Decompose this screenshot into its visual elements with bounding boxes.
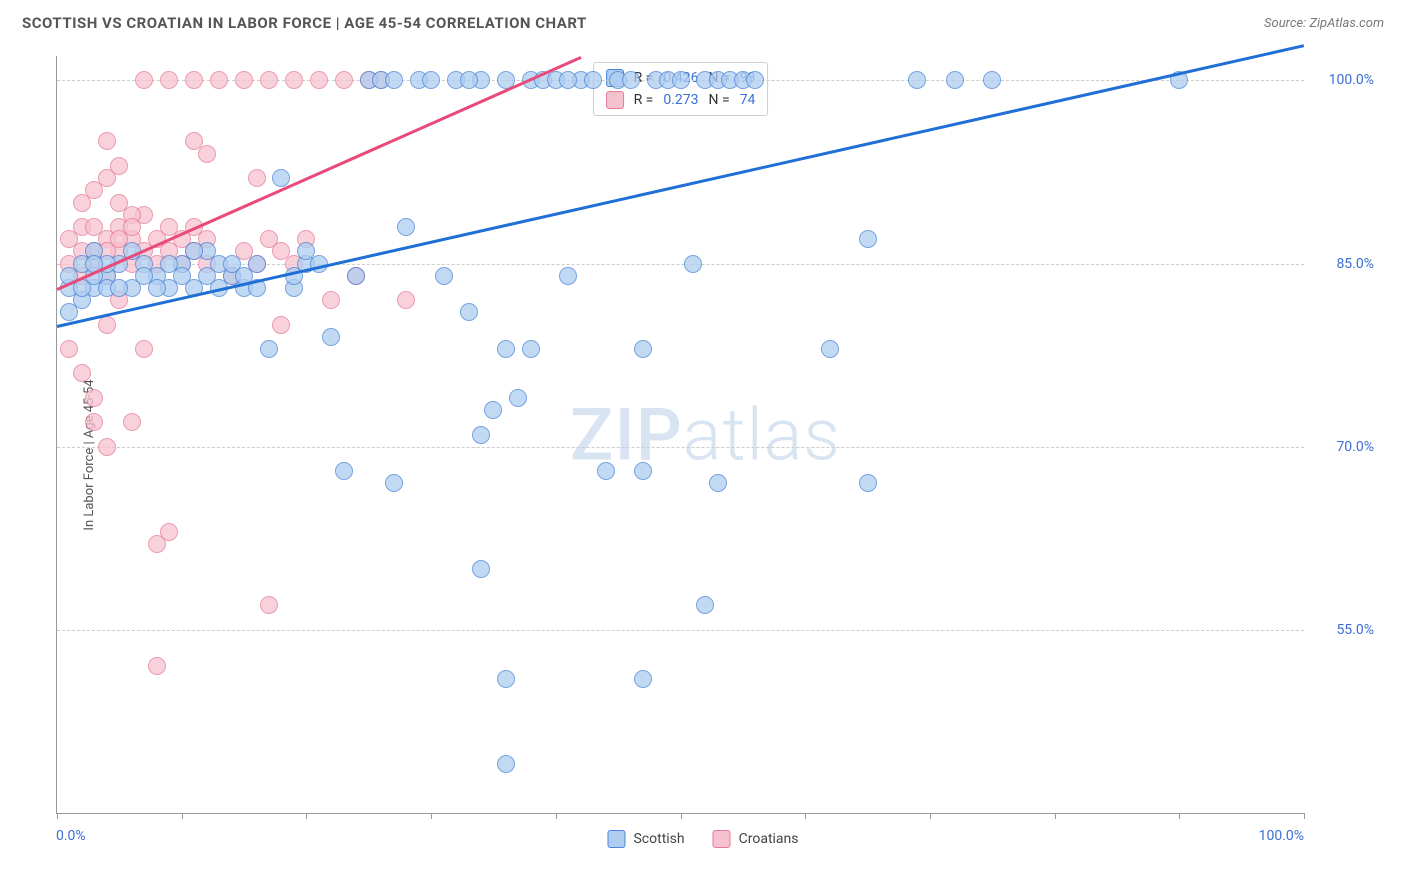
source-attribution: Source: ZipAtlas.com	[1264, 16, 1384, 31]
x-tick	[1179, 813, 1180, 819]
data-point-scottish	[983, 71, 1001, 89]
data-point-croatians	[85, 389, 103, 407]
x-tick	[306, 813, 307, 819]
data-point-scottish	[335, 462, 353, 480]
data-point-croatians	[135, 340, 153, 358]
swatch-croatians	[606, 91, 624, 109]
gridline	[57, 264, 1304, 265]
x-tick	[1304, 813, 1305, 819]
x-tick	[431, 813, 432, 819]
data-point-croatians	[73, 364, 91, 382]
data-point-croatians	[98, 438, 116, 456]
data-point-scottish	[634, 462, 652, 480]
x-tick	[182, 813, 183, 819]
x-axis-min-label: 0.0%	[56, 828, 86, 844]
y-tick-label: 70.0%	[1336, 439, 1374, 455]
data-point-scottish	[497, 340, 515, 358]
data-point-croatians	[322, 291, 340, 309]
data-point-scottish	[472, 560, 490, 578]
data-point-scottish	[859, 230, 877, 248]
data-point-croatians	[285, 71, 303, 89]
data-point-croatians	[60, 340, 78, 358]
data-point-croatians	[148, 657, 166, 675]
data-point-scottish	[460, 71, 478, 89]
gridline	[57, 447, 1304, 448]
data-point-scottish	[696, 596, 714, 614]
data-point-croatians	[185, 71, 203, 89]
legend-row-croatians: R = 0.273 N = 74	[594, 89, 768, 111]
data-point-scottish	[821, 340, 839, 358]
data-point-scottish	[422, 71, 440, 89]
chart-container: In Labor Force | Age 45-54 ZIPatlas R = …	[22, 48, 1384, 862]
data-point-scottish	[859, 474, 877, 492]
data-point-croatians	[123, 218, 141, 236]
y-tick-label: 85.0%	[1336, 256, 1374, 272]
swatch-scottish	[607, 830, 625, 848]
swatch-croatians	[713, 830, 731, 848]
data-point-croatians	[260, 71, 278, 89]
data-point-scottish	[597, 462, 615, 480]
plot-area: ZIPatlas R = 0.426 N = 98 R = 0.273 N = …	[56, 56, 1304, 814]
data-point-croatians	[110, 157, 128, 175]
y-tick-label: 100.0%	[1329, 72, 1374, 88]
x-tick	[930, 813, 931, 819]
x-tick	[556, 813, 557, 819]
data-point-scottish	[672, 71, 690, 89]
data-point-croatians	[310, 71, 328, 89]
gridline	[57, 630, 1304, 631]
data-point-croatians	[198, 145, 216, 163]
data-point-scottish	[522, 340, 540, 358]
data-point-croatians	[272, 316, 290, 334]
data-point-scottish	[385, 474, 403, 492]
data-point-scottish	[634, 670, 652, 688]
data-point-croatians	[235, 71, 253, 89]
legend-item-croatians: Croatians	[713, 830, 799, 848]
data-point-croatians	[135, 71, 153, 89]
data-point-scottish	[497, 670, 515, 688]
data-point-scottish	[622, 71, 640, 89]
data-point-scottish	[173, 267, 191, 285]
data-point-scottish	[684, 255, 702, 273]
y-tick-label: 55.0%	[1336, 622, 1374, 638]
x-tick	[681, 813, 682, 819]
data-point-scottish	[559, 267, 577, 285]
data-point-scottish	[709, 474, 727, 492]
chart-title: SCOTTISH VS CROATIAN IN LABOR FORCE | AG…	[22, 14, 587, 32]
data-point-croatians	[123, 413, 141, 431]
data-point-scottish	[385, 71, 403, 89]
data-point-croatians	[260, 596, 278, 614]
data-point-scottish	[260, 340, 278, 358]
data-point-scottish	[322, 328, 340, 346]
data-point-scottish	[148, 279, 166, 297]
data-point-croatians	[148, 535, 166, 553]
data-point-scottish	[435, 267, 453, 285]
x-tick	[1055, 813, 1056, 819]
data-point-croatians	[160, 71, 178, 89]
data-point-croatians	[248, 169, 266, 187]
data-point-scottish	[634, 340, 652, 358]
series-legend: Scottish Croatians	[607, 830, 798, 848]
data-point-scottish	[509, 389, 527, 407]
data-point-scottish	[397, 218, 415, 236]
data-point-croatians	[335, 71, 353, 89]
data-point-scottish	[497, 755, 515, 773]
data-point-croatians	[397, 291, 415, 309]
data-point-croatians	[210, 71, 228, 89]
data-point-scottish	[484, 401, 502, 419]
x-tick	[805, 813, 806, 819]
data-point-scottish	[460, 303, 478, 321]
data-point-scottish	[946, 71, 964, 89]
data-point-scottish	[908, 71, 926, 89]
data-point-scottish	[472, 426, 490, 444]
data-point-scottish	[347, 267, 365, 285]
x-tick	[57, 813, 58, 819]
x-axis-max-label: 100.0%	[1259, 828, 1304, 844]
data-point-croatians	[85, 413, 103, 431]
data-point-croatians	[98, 316, 116, 334]
legend-item-scottish: Scottish	[607, 830, 684, 848]
data-point-croatians	[98, 132, 116, 150]
